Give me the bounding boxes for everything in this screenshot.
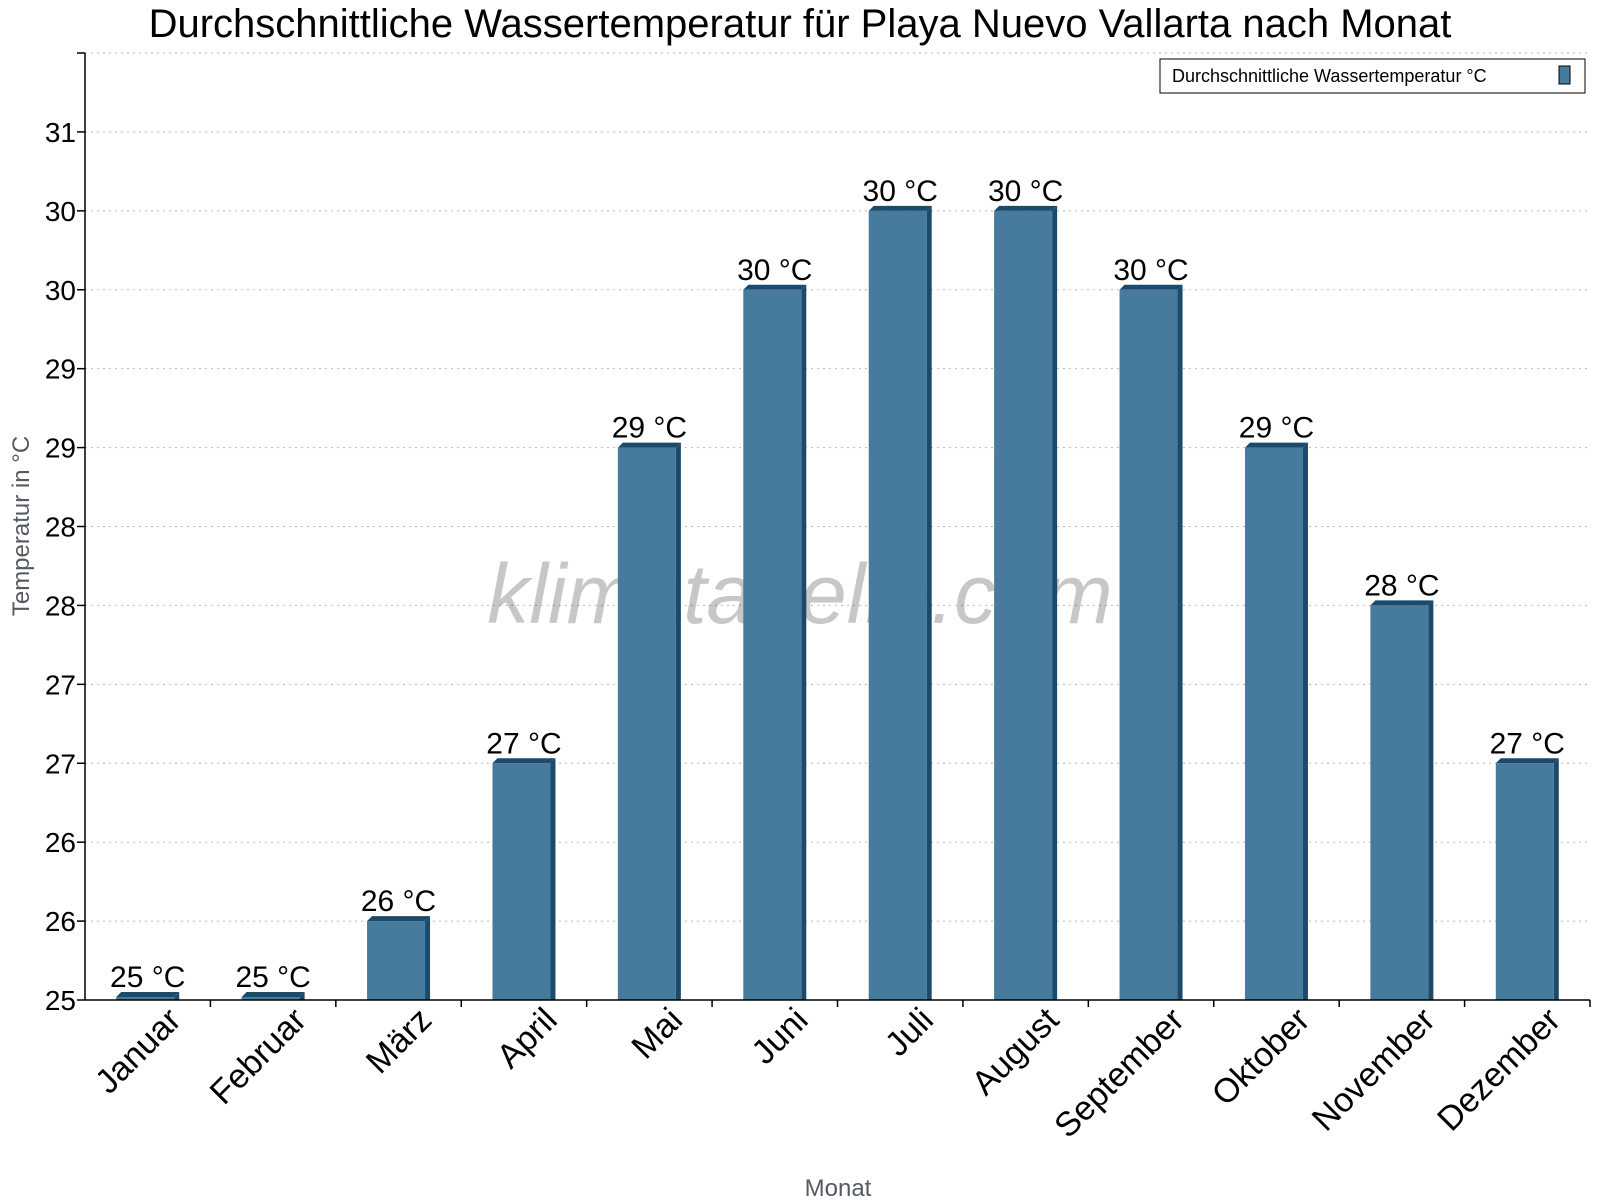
bar xyxy=(367,916,431,1000)
bar-front xyxy=(116,997,175,1000)
data-label: 30 °C xyxy=(988,175,1063,208)
bar xyxy=(743,284,807,1000)
bar xyxy=(868,205,932,1001)
bar-top xyxy=(241,992,305,997)
x-ticks: Januar Februar März April Mai Juni Juli AugustS… xyxy=(88,1000,1591,1145)
y-tick-label: 26 xyxy=(45,906,76,937)
y-ticks: 25 26 26 27 27 28 28 29 29 30 30 31 xyxy=(45,52,85,1016)
bar xyxy=(1370,600,1434,1000)
legend-swatch xyxy=(1558,65,1571,85)
chart-title: Durchschnittliche Wassertemperatur für P… xyxy=(149,2,1452,46)
bar-top xyxy=(1370,600,1434,606)
y-tick-label: 30 xyxy=(45,275,76,306)
legend-box xyxy=(1159,58,1586,94)
y-tick-label: 27 xyxy=(45,748,76,779)
y-tick-label: 29 xyxy=(45,354,76,385)
bar-top xyxy=(743,284,807,290)
y-tick-label: 26 xyxy=(45,827,76,858)
bar-top xyxy=(1244,442,1308,448)
bar-side xyxy=(1428,600,1434,1000)
y-tick-label: 28 xyxy=(45,590,76,621)
data-label: 30 °C xyxy=(863,175,938,208)
bar-front xyxy=(241,997,300,1000)
y-tick-label: 28 xyxy=(45,512,76,543)
legend-label: Durchschnittliche Wassertemperatur °C xyxy=(1172,66,1487,86)
bar-side xyxy=(801,284,807,1000)
bar xyxy=(116,992,180,1000)
bar-side xyxy=(1177,284,1183,1000)
x-tick-label: Mai xyxy=(624,1001,690,1067)
bar-top xyxy=(994,205,1058,211)
bar-top xyxy=(367,916,431,922)
x-axis-title: Monat xyxy=(805,1175,872,1200)
x-tick-label: März xyxy=(359,1001,439,1081)
bar-front xyxy=(1119,289,1178,1000)
bar-side xyxy=(926,205,932,1001)
bar-top xyxy=(1495,758,1559,764)
bar xyxy=(241,992,305,1000)
x-tick-label: September xyxy=(1047,1001,1191,1145)
y-axis-title: Temperatur in °C xyxy=(8,436,35,616)
data-label: 26 °C xyxy=(361,885,436,918)
y-tick-label: 29 xyxy=(45,433,76,464)
bar-side xyxy=(550,758,556,1000)
bar-side xyxy=(299,992,305,1000)
bar-top xyxy=(617,442,681,448)
data-label: 27 °C xyxy=(486,727,561,760)
data-label: 29 °C xyxy=(612,412,687,445)
x-tick-label: Juli xyxy=(878,1001,941,1064)
bar-front xyxy=(868,210,927,1001)
bar-top xyxy=(492,758,556,764)
x-tick-label: Dezember xyxy=(1430,1001,1568,1139)
bar-front xyxy=(367,921,426,1000)
data-label: 27 °C xyxy=(1490,727,1565,760)
data-label: 29 °C xyxy=(1239,412,1314,445)
bar-side xyxy=(1052,205,1058,1001)
bar-side xyxy=(425,916,431,1000)
bar-front xyxy=(1370,605,1429,1000)
data-label: 30 °C xyxy=(1113,254,1188,287)
data-label: 25 °C xyxy=(235,961,310,994)
bars: 25 °C 25 °C 26 °C 27 °C 29 °C 30 °C 30 °C 30 °C… xyxy=(110,175,1565,1001)
bar-front xyxy=(743,289,802,1000)
bar xyxy=(1495,758,1559,1000)
x-tick-label: November xyxy=(1305,1001,1443,1139)
bar xyxy=(994,205,1058,1001)
bar-front xyxy=(492,763,551,1000)
bar-front xyxy=(617,447,676,1000)
data-label: 30 °C xyxy=(737,254,812,287)
bar xyxy=(1244,442,1308,1000)
legend: Durchschnittliche Wassertemperatur °C xyxy=(1159,58,1586,94)
bar-front xyxy=(994,210,1053,1001)
x-tick-label: Juni xyxy=(744,1001,815,1072)
y-tick-label: 30 xyxy=(45,196,76,227)
y-tick-label: 31 xyxy=(45,117,76,148)
bar-side xyxy=(675,442,681,1000)
x-tick-label: August xyxy=(965,1000,1067,1102)
bar-top xyxy=(116,992,180,997)
x-tick-label: Februar xyxy=(203,1001,314,1112)
y-tick-label: 25 xyxy=(45,985,76,1016)
data-label: 28 °C xyxy=(1364,569,1439,602)
bar xyxy=(1119,284,1183,1000)
grid xyxy=(85,52,1590,922)
bar-top xyxy=(868,205,932,211)
bar xyxy=(492,758,556,1000)
bar-top xyxy=(1119,284,1183,290)
x-tick-label: Oktober xyxy=(1205,1001,1317,1113)
bar-side xyxy=(1553,758,1559,1000)
x-tick-label: April xyxy=(490,1001,565,1076)
bar xyxy=(617,442,681,1000)
x-tick-label: Januar xyxy=(88,1001,188,1101)
y-tick-label: 27 xyxy=(45,669,76,700)
bar-front xyxy=(1244,447,1303,1000)
bar-front xyxy=(1495,763,1554,1000)
bar-side xyxy=(174,992,180,1000)
data-label: 25 °C xyxy=(110,961,185,994)
bar-side xyxy=(1302,442,1308,1000)
